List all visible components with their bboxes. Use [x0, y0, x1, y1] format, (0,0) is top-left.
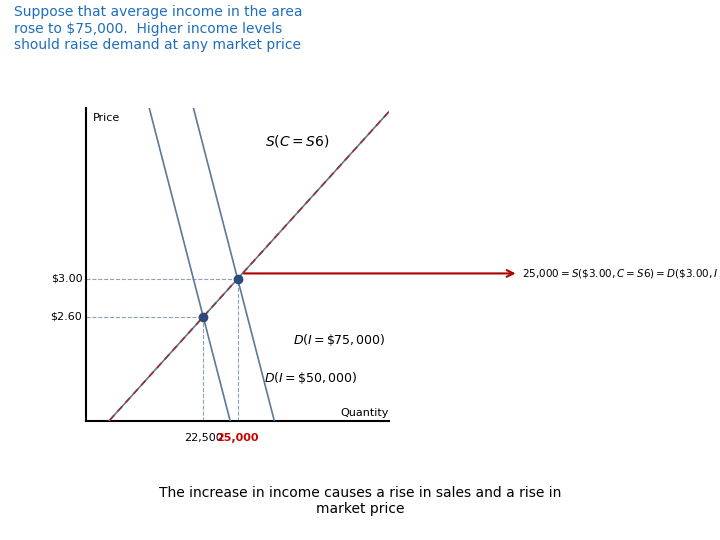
- Text: $2.60: $2.60: [50, 312, 82, 322]
- Text: The increase in income causes a rise in sales and a rise in
market price: The increase in income causes a rise in …: [159, 486, 561, 516]
- Text: $25{,}000 = S(\$3.00, C = S6)= D(\$3.00, I = \$75{,}000)$: $25{,}000 = S(\$3.00, C = S6)= D(\$3.00,…: [522, 267, 720, 280]
- Text: $D(I = \$50,000)$: $D(I = \$50,000)$: [264, 370, 358, 386]
- Text: $D(I = \$75,000)$: $D(I = \$75,000)$: [293, 332, 386, 348]
- Text: 22,500: 22,500: [184, 433, 222, 443]
- Text: Price: Price: [94, 112, 120, 123]
- Text: Quantity: Quantity: [341, 408, 389, 418]
- Text: 25,000: 25,000: [216, 433, 259, 443]
- Text: $3.00: $3.00: [50, 274, 82, 284]
- Text: $S(C = S6)$: $S(C = S6)$: [265, 133, 330, 149]
- Text: Suppose that average income in the area
rose to $75,000.  Higher income levels
s: Suppose that average income in the area …: [14, 5, 303, 52]
